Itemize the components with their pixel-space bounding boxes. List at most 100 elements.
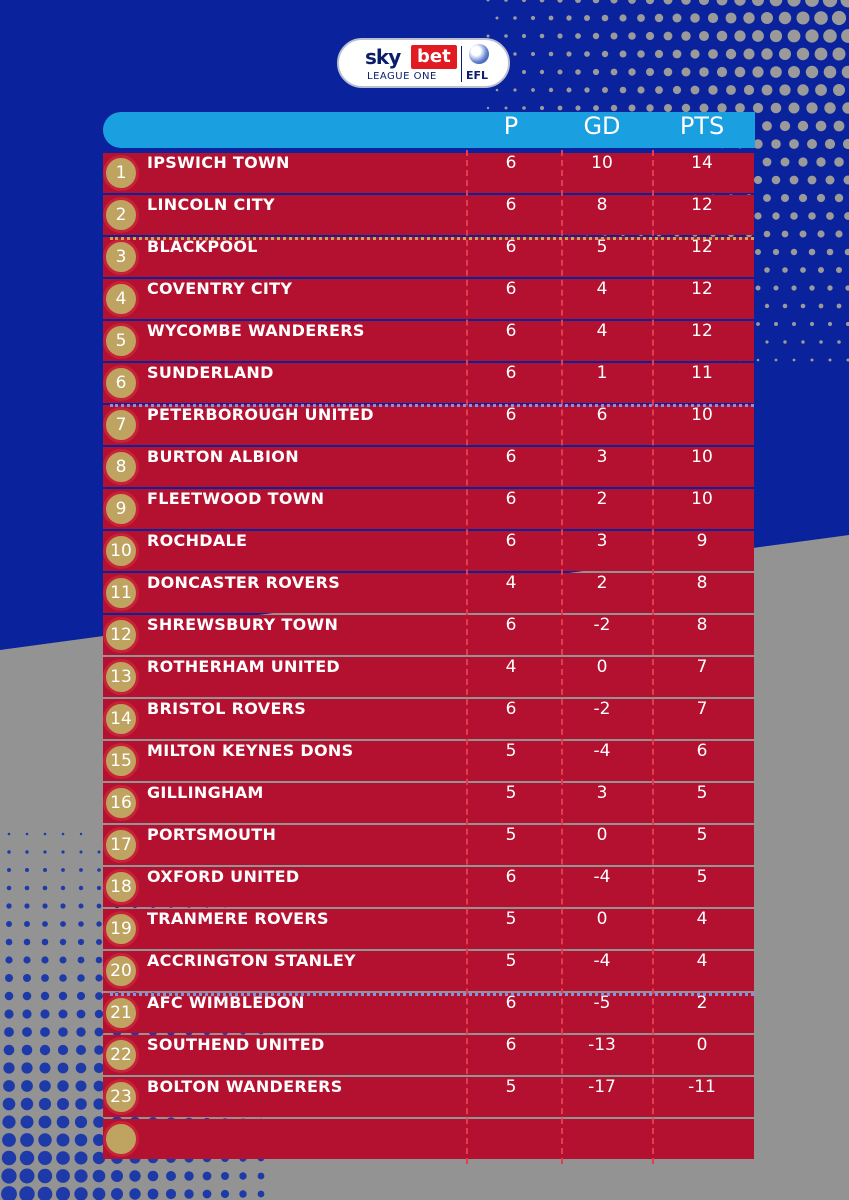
goal-difference-value: 8	[596, 195, 608, 215]
logo-efl-text: EFL	[466, 69, 489, 82]
goal-difference-value: 3	[596, 447, 608, 467]
played-value: 4	[505, 657, 517, 677]
goal-difference-value: 4	[596, 279, 608, 299]
points-value: 10	[691, 405, 713, 425]
played-value: 5	[505, 951, 517, 971]
efl-ball-icon	[469, 44, 489, 64]
goal-difference-value: -2	[593, 699, 611, 719]
team-name: IPSWICH TOWN	[147, 153, 290, 172]
team-name: COVENTRY CITY	[147, 279, 293, 298]
sky-bet-league-one-logo: sky bet LEAGUE ONE EFL	[337, 38, 510, 88]
played-value: 5	[505, 909, 517, 929]
position-badge: 17	[103, 827, 139, 863]
points-value: 5	[696, 783, 708, 803]
goal-difference-value: 1	[596, 363, 608, 383]
goal-difference-value: 3	[596, 783, 608, 803]
played-value: 6	[505, 363, 517, 383]
played-value: 6	[505, 1035, 517, 1055]
position-badge: 12	[103, 617, 139, 653]
points-value: 5	[696, 825, 708, 845]
position-badge: 3	[103, 239, 139, 275]
points-value: 7	[696, 657, 708, 677]
played-value: 6	[505, 867, 517, 887]
position-badge: 8	[103, 449, 139, 485]
goal-difference-value: -4	[593, 951, 611, 971]
position-badge: 22	[103, 1037, 139, 1073]
team-name: SUNDERLAND	[147, 363, 274, 382]
team-name: AFC WIMBLEDON	[147, 993, 305, 1012]
team-name: PETERBOROUGH UNITED	[147, 405, 374, 424]
team-name: SHREWSBURY TOWN	[147, 615, 339, 634]
goal-difference-value: -17	[588, 1077, 616, 1097]
played-value: 6	[505, 237, 517, 257]
goal-difference-value: -13	[588, 1035, 616, 1055]
table-row: 20 ACCRINGTON STANLEY 5 -4 4	[103, 951, 754, 991]
position-badge: 18	[103, 869, 139, 905]
goal-difference-value: 0	[596, 825, 608, 845]
position-badge: 5	[103, 323, 139, 359]
table-row: 21 AFC WIMBLEDON 6 -5 2	[103, 993, 754, 1033]
played-value: 6	[505, 489, 517, 509]
table-row: 19 TRANMERE ROVERS 5 0 4	[103, 909, 754, 949]
team-name: WYCOMBE WANDERERS	[147, 321, 365, 340]
position-badge: 14	[103, 701, 139, 737]
playoff-line	[110, 404, 754, 407]
points-value: 11	[691, 363, 713, 383]
table-row: 6 SUNDERLAND 6 1 11	[103, 363, 754, 403]
position-badge: 6	[103, 365, 139, 401]
header-goal-difference: GD	[583, 112, 621, 140]
position-badge: 23	[103, 1079, 139, 1115]
table-row: 9 FLEETWOOD TOWN 6 2 10	[103, 489, 754, 529]
position-badge: 19	[103, 911, 139, 947]
goal-difference-value: 0	[596, 909, 608, 929]
table-row: 11 DONCASTER ROVERS 4 2 8	[103, 573, 754, 613]
position-badge: 21	[103, 995, 139, 1031]
table-row: 13 ROTHERHAM UNITED 4 0 7	[103, 657, 754, 697]
logo-divider	[461, 46, 462, 82]
table-row: 3 BLACKPOOL 6 5 12	[103, 237, 754, 277]
team-name: ACCRINGTON STANLEY	[147, 951, 356, 970]
goal-difference-value: -4	[593, 867, 611, 887]
points-value: 7	[696, 699, 708, 719]
column-divider-p	[466, 150, 468, 1164]
position-badge: 9	[103, 491, 139, 527]
points-value: 8	[696, 573, 708, 593]
team-name: BLACKPOOL	[147, 237, 258, 256]
points-value: 14	[691, 153, 713, 173]
played-value: 6	[505, 615, 517, 635]
points-value: 12	[691, 279, 713, 299]
column-divider-gd	[561, 150, 563, 1164]
goal-difference-value: 4	[596, 321, 608, 341]
table-row: 7 PETERBOROUGH UNITED 6 6 10	[103, 405, 754, 445]
team-name: FLEETWOOD TOWN	[147, 489, 325, 508]
points-value: 10	[691, 447, 713, 467]
table-header: P GD PTS	[103, 112, 755, 148]
position-badge: 13	[103, 659, 139, 695]
goal-difference-value: 10	[591, 153, 613, 173]
table-row	[103, 1119, 754, 1159]
team-name: PORTSMOUTH	[147, 825, 277, 844]
points-value: 2	[696, 993, 708, 1013]
team-name: SOUTHEND UNITED	[147, 1035, 325, 1054]
points-value: 5	[696, 867, 708, 887]
team-name: BRISTOL ROVERS	[147, 699, 307, 718]
points-value: 10	[691, 489, 713, 509]
team-name: DONCASTER ROVERS	[147, 573, 341, 592]
goal-difference-value: 5	[596, 237, 608, 257]
played-value: 6	[505, 405, 517, 425]
points-value: 0	[696, 1035, 708, 1055]
played-value: 6	[505, 153, 517, 173]
points-value: 4	[696, 909, 708, 929]
points-value: 6	[696, 741, 708, 761]
position-badge: 11	[103, 575, 139, 611]
played-value: 5	[505, 1077, 517, 1097]
logo-bet-text: bet	[411, 45, 457, 69]
goal-difference-value: 3	[596, 531, 608, 551]
goal-difference-value: 2	[596, 573, 608, 593]
table-row: 22 SOUTHEND UNITED 6 -13 0	[103, 1035, 754, 1075]
promotion-line	[110, 237, 754, 240]
played-value: 6	[505, 531, 517, 551]
table-row: 4 COVENTRY CITY 6 4 12	[103, 279, 754, 319]
team-name: GILLINGHAM	[147, 783, 264, 802]
played-value: 6	[505, 195, 517, 215]
